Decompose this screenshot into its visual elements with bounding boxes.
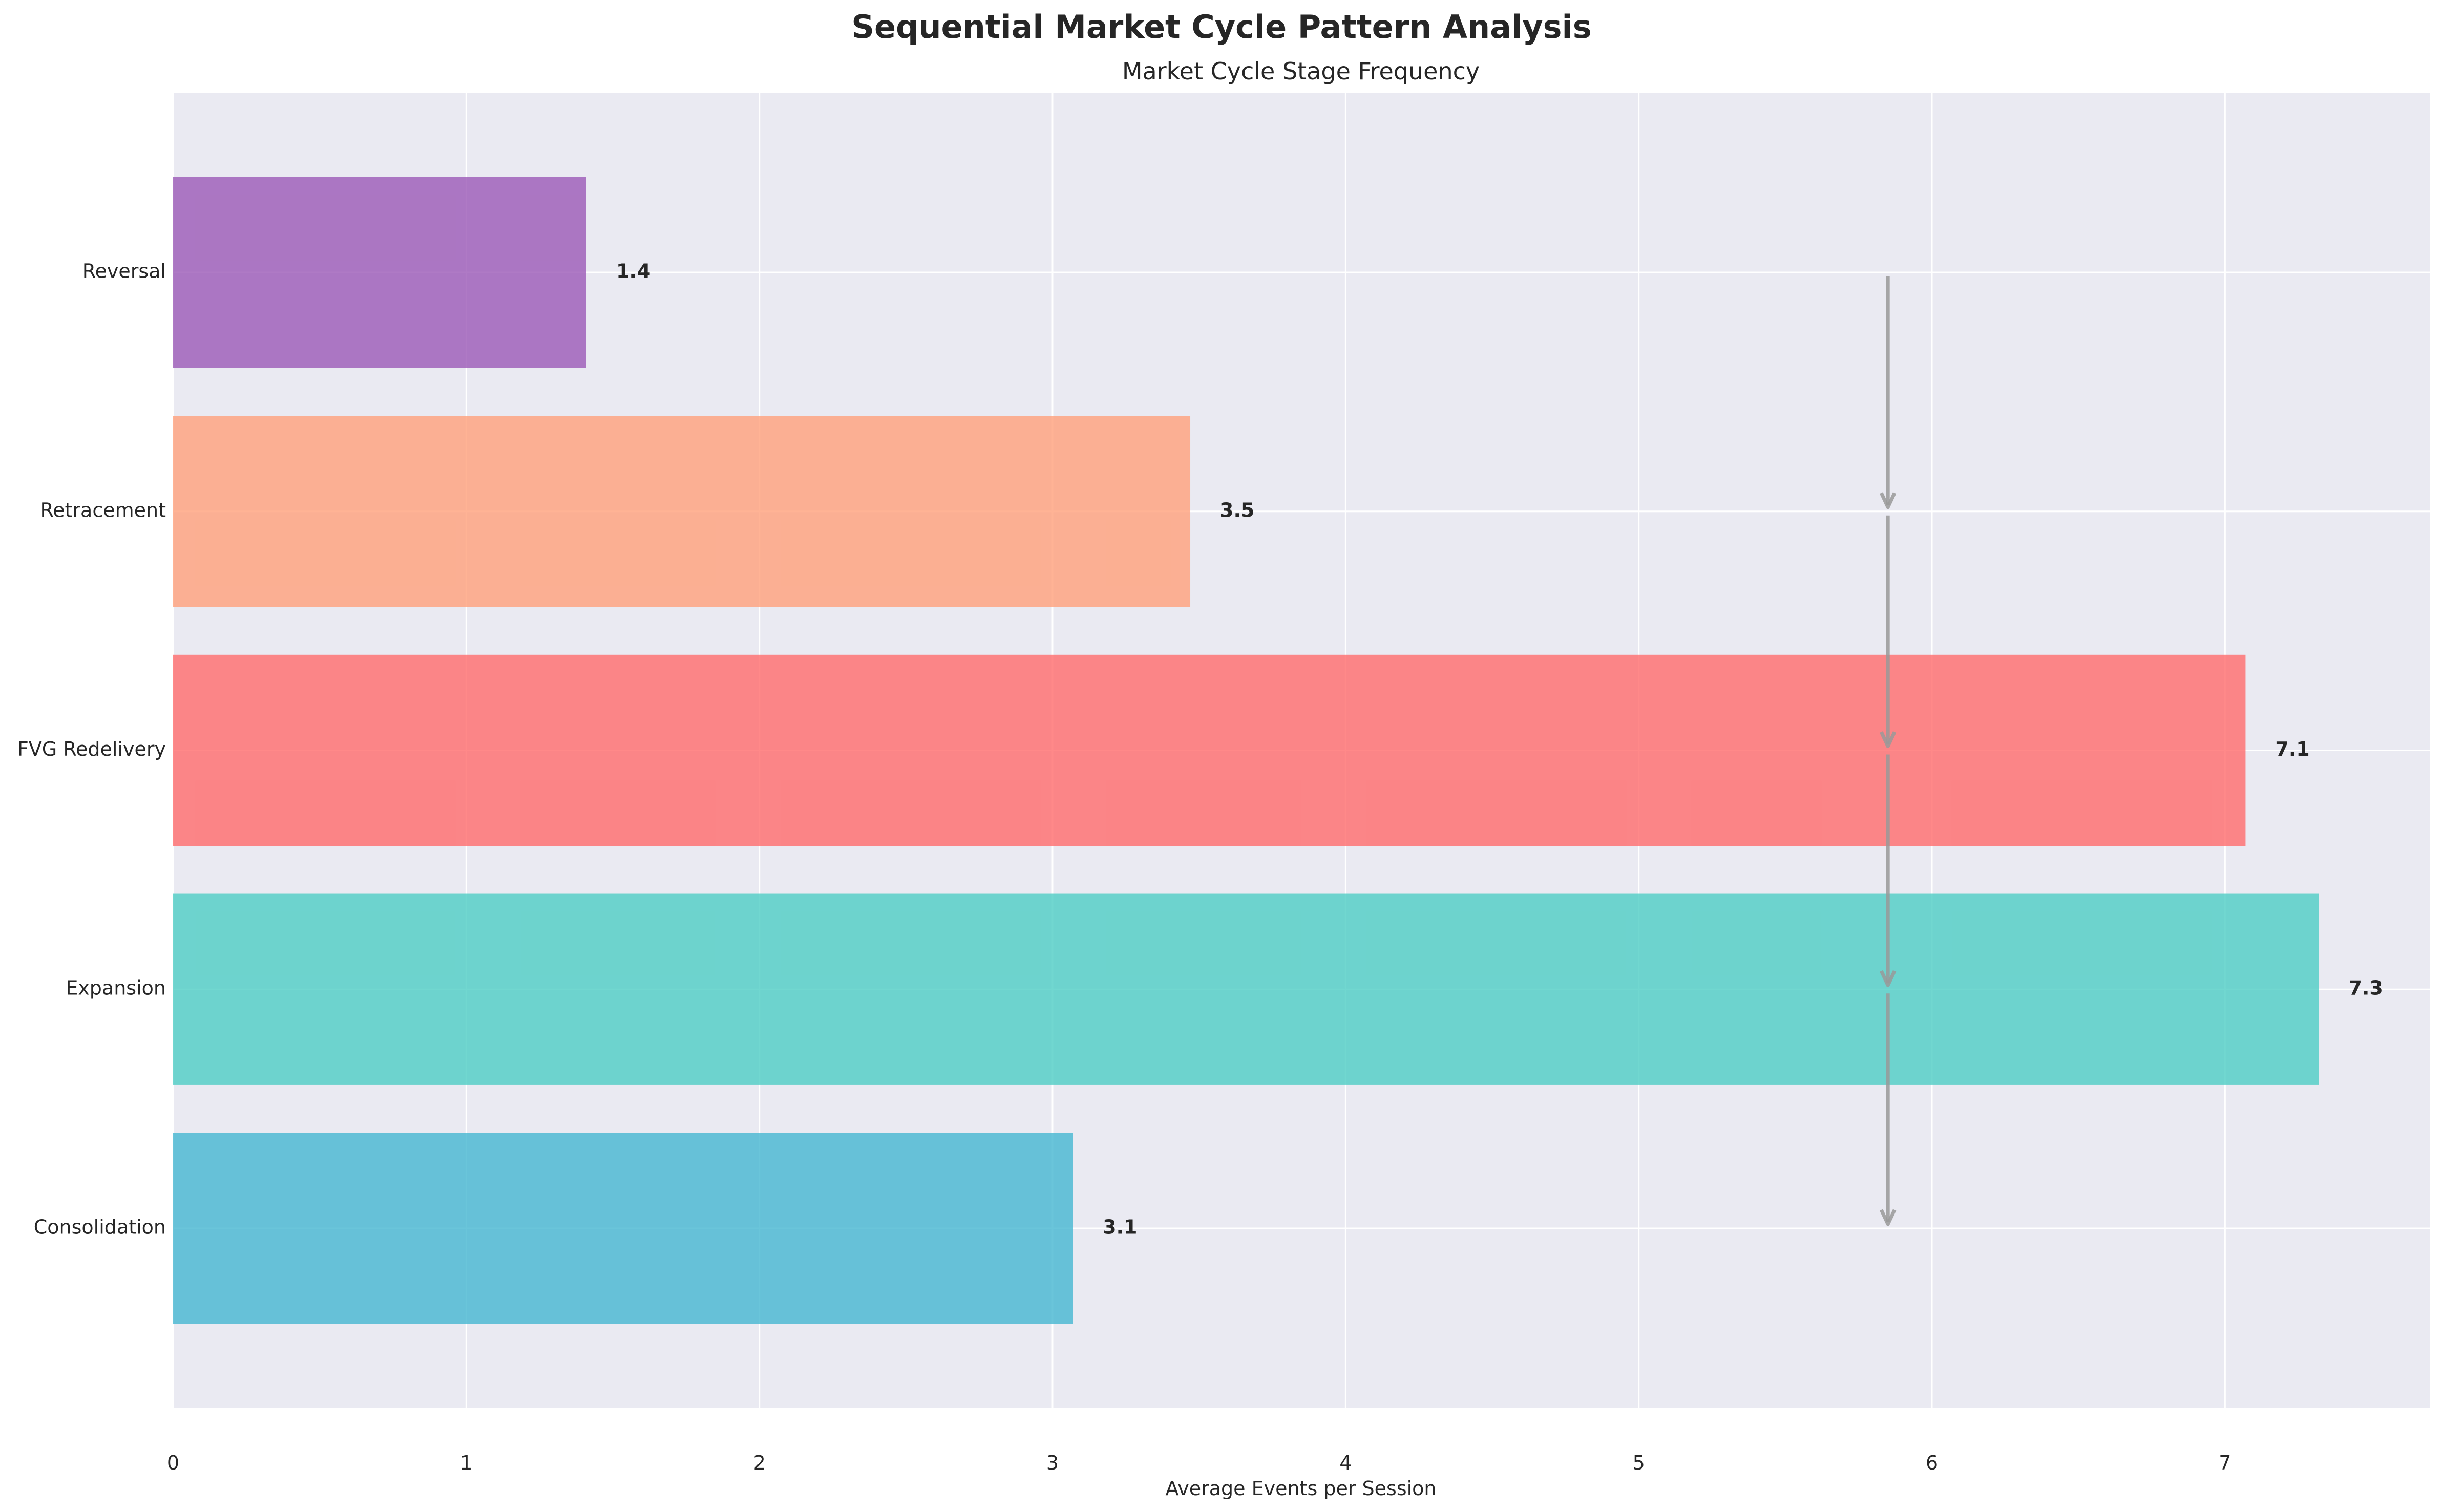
x-tick-label: 2 <box>753 1452 766 1474</box>
x-axis-label: Average Events per Session <box>1165 1477 1436 1500</box>
sequence-arrow-head <box>1880 492 1897 509</box>
y-tick-label: Consolidation <box>34 1216 166 1238</box>
x-tick-label: 3 <box>1046 1452 1059 1474</box>
sequence-arrow-head <box>1880 1209 1897 1226</box>
bars <box>173 177 2319 1324</box>
value-label: 7.3 <box>2349 977 2383 999</box>
bar-expansion <box>173 893 2319 1085</box>
x-tick-label: 5 <box>1633 1452 1645 1474</box>
value-label: 1.4 <box>616 260 650 283</box>
y-tick-label: Reversal <box>82 260 166 283</box>
x-tick-label: 1 <box>460 1452 472 1474</box>
x-axis: 0 1 2 3 4 5 6 7 <box>167 1452 2231 1474</box>
bar-retracement <box>173 416 1191 607</box>
y-tick-label: Retracement <box>40 499 166 521</box>
x-tick-label: 4 <box>1339 1452 1352 1474</box>
x-tick-label: 6 <box>1926 1452 1938 1474</box>
x-tick-label: 7 <box>2219 1452 2231 1474</box>
value-label: 7.1 <box>2275 738 2309 760</box>
x-tick-label: 0 <box>167 1452 179 1474</box>
value-label: 3.1 <box>1103 1216 1137 1238</box>
sequence-arrow-head <box>1880 731 1897 748</box>
value-labels: 3.1 7.3 7.1 3.5 1.4 <box>616 260 2383 1239</box>
bar-fvg-redelivery <box>173 654 2246 846</box>
bar-reversal <box>173 177 586 368</box>
chart-subtitle: Market Cycle Stage Frequency <box>1122 57 1480 85</box>
bar-consolidation <box>173 1133 1073 1324</box>
y-axis: Consolidation Expansion FVG Redelivery Retr… <box>17 260 166 1239</box>
sequence-arrow-head <box>1880 970 1897 987</box>
y-tick-label: Expansion <box>66 977 166 999</box>
y-tick-label: FVG Redelivery <box>17 738 166 760</box>
value-label: 3.5 <box>1220 499 1254 521</box>
sequence-arrows <box>1880 276 1897 1226</box>
chart-title: Sequential Market Cycle Pattern Analysis <box>851 8 1591 46</box>
